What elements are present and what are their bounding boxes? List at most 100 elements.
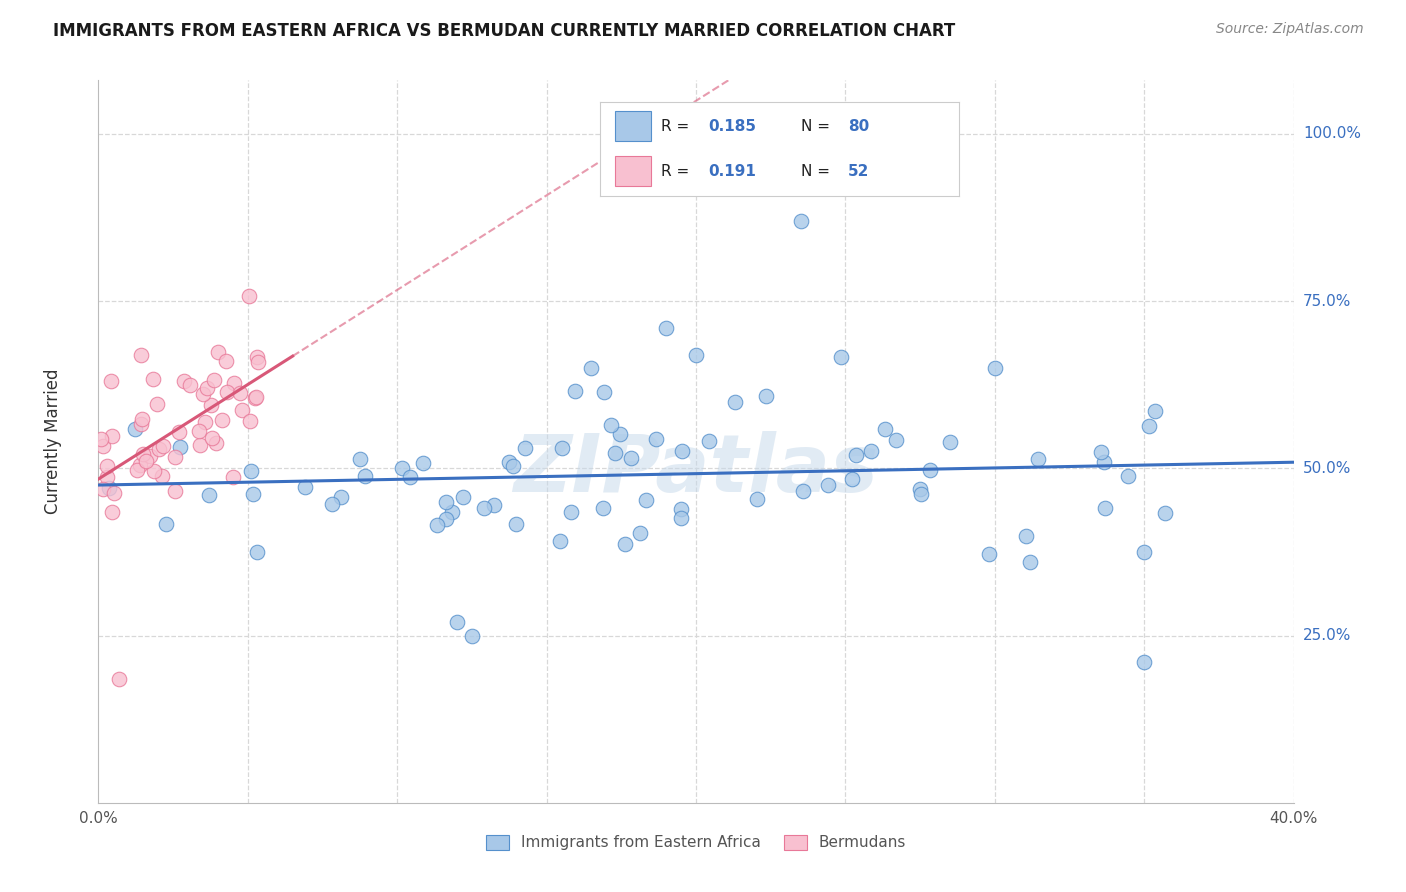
Point: [194, 416, 217, 430]
Point: [228, 385, 250, 400]
Point: [247, 354, 270, 368]
Point: [96, 459, 118, 474]
Point: [215, 385, 238, 400]
Point: [294, 480, 316, 494]
Point: [484, 498, 506, 512]
Point: [977, 547, 1000, 561]
Point: [169, 441, 191, 455]
Point: [551, 441, 574, 455]
Point: [108, 672, 131, 686]
Point: [685, 348, 707, 362]
Point: [90, 432, 112, 446]
Point: [231, 403, 253, 417]
Point: [451, 490, 474, 504]
Point: [191, 387, 214, 401]
Point: [1015, 529, 1038, 543]
Point: [221, 470, 243, 484]
Point: [142, 372, 165, 386]
Point: [724, 395, 747, 409]
Point: [908, 482, 931, 496]
Point: [1092, 455, 1115, 469]
Point: [124, 422, 146, 436]
Point: [349, 451, 371, 466]
Point: [655, 321, 678, 335]
Point: [426, 518, 449, 533]
Point: [1019, 555, 1042, 569]
Point: [434, 494, 457, 508]
Point: [1144, 404, 1167, 418]
Point: [238, 289, 260, 303]
Point: [239, 414, 262, 428]
Point: [755, 389, 778, 403]
Point: [1132, 545, 1154, 559]
Point: [200, 398, 222, 412]
Point: [354, 468, 377, 483]
Point: [697, 434, 720, 448]
Point: [96, 470, 118, 484]
Point: [215, 354, 238, 368]
Text: 75.0%: 75.0%: [1303, 293, 1351, 309]
Text: Source: ZipAtlas.com: Source: ZipAtlas.com: [1216, 22, 1364, 37]
Point: [434, 512, 457, 526]
Point: [841, 472, 863, 486]
Point: [138, 449, 160, 463]
Point: [211, 413, 233, 427]
Point: [202, 373, 225, 387]
Point: [910, 487, 932, 501]
Point: [129, 417, 152, 432]
Point: [461, 628, 484, 642]
Point: [101, 505, 124, 519]
Point: [1133, 655, 1156, 669]
Point: [167, 425, 190, 440]
Text: Currently Married: Currently Married: [44, 368, 62, 515]
Point: [197, 488, 219, 502]
Point: [391, 461, 413, 475]
Point: [205, 435, 228, 450]
Point: [440, 505, 463, 519]
Point: [634, 493, 657, 508]
Point: [593, 384, 616, 399]
Point: [163, 484, 186, 499]
Point: [548, 534, 571, 549]
Point: [1118, 468, 1140, 483]
Point: [148, 442, 170, 456]
Point: [614, 537, 637, 551]
Point: [103, 485, 125, 500]
Point: [412, 456, 434, 470]
Point: [207, 345, 229, 359]
Point: [984, 361, 1007, 376]
Point: [201, 431, 224, 445]
Point: [498, 455, 520, 469]
Point: [581, 361, 603, 376]
Point: [399, 469, 422, 483]
Point: [609, 426, 631, 441]
Point: [859, 444, 882, 458]
Point: [131, 412, 153, 426]
Point: [669, 511, 692, 525]
Point: [513, 441, 536, 455]
Point: [817, 478, 839, 492]
Point: [246, 545, 269, 559]
Point: [245, 390, 267, 404]
Point: [939, 435, 962, 450]
Point: [628, 526, 651, 541]
Point: [792, 483, 814, 498]
Point: [195, 381, 218, 395]
Point: [125, 463, 148, 477]
Text: IMMIGRANTS FROM EASTERN AFRICA VS BERMUDAN CURRENTLY MARRIED CORRELATION CHART: IMMIGRANTS FROM EASTERN AFRICA VS BERMUD…: [53, 22, 956, 40]
Point: [179, 378, 201, 392]
Legend: Immigrants from Eastern Africa, Bermudans: Immigrants from Eastern Africa, Bermudan…: [479, 829, 912, 856]
Point: [747, 492, 769, 507]
Point: [1090, 445, 1112, 459]
Point: [592, 500, 614, 515]
Point: [599, 417, 621, 432]
Point: [472, 500, 495, 515]
Point: [644, 433, 666, 447]
Point: [789, 214, 811, 228]
Point: [875, 422, 897, 436]
Point: [91, 439, 114, 453]
Point: [1094, 500, 1116, 515]
Point: [224, 376, 246, 390]
Point: [671, 502, 693, 516]
Point: [603, 446, 626, 460]
